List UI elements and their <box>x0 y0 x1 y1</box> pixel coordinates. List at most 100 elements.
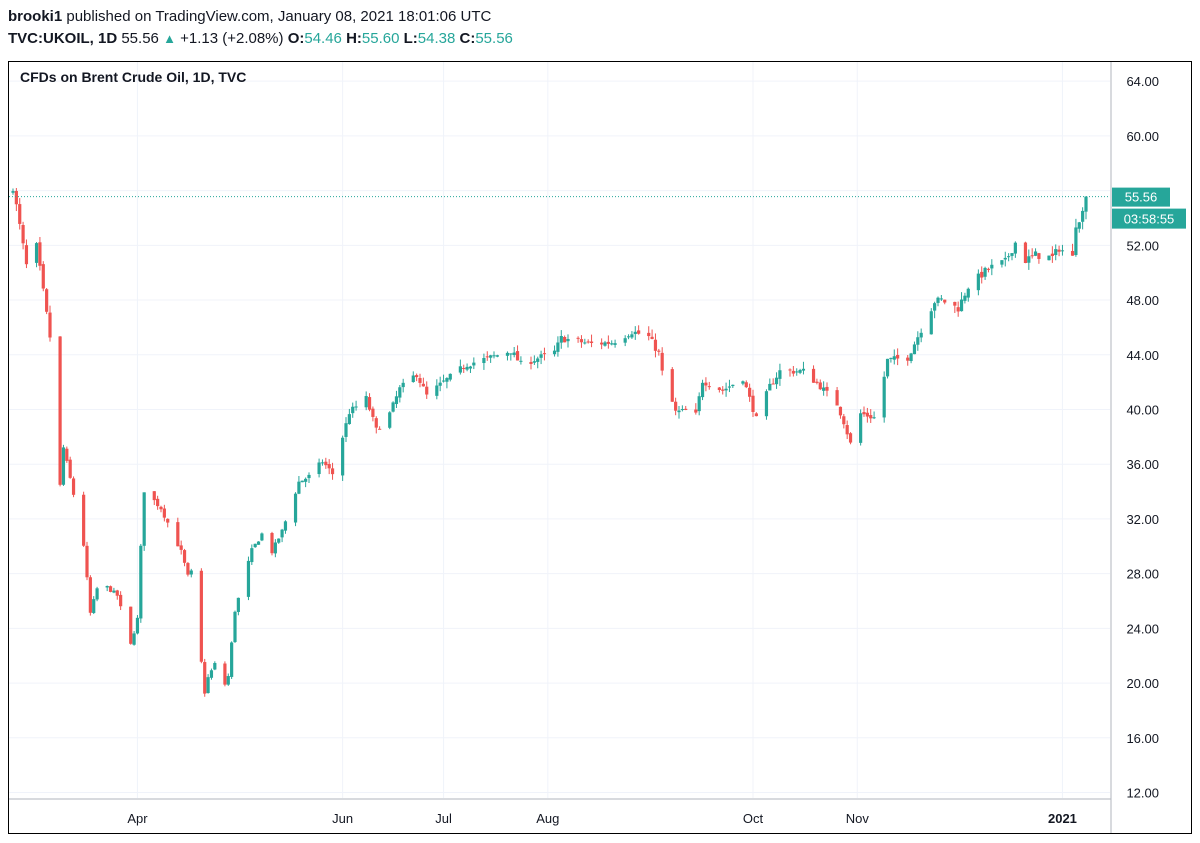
candle-body <box>280 529 284 538</box>
candle-body <box>835 390 839 406</box>
high-value: 55.60 <box>361 30 400 47</box>
candle-body <box>983 267 987 277</box>
up-triangle-icon: ▲ <box>163 31 176 46</box>
x-tick-label: 2021 <box>1048 811 1077 826</box>
last-price: 55.56 <box>121 30 159 47</box>
candle-body <box>112 590 116 593</box>
candle-body <box>778 370 782 379</box>
candle-body <box>34 243 39 263</box>
candle-body <box>552 350 557 355</box>
candle-body <box>815 381 819 383</box>
candle-body <box>929 311 933 335</box>
candle-body <box>300 480 304 483</box>
candle-body <box>1013 242 1017 254</box>
candle-body <box>1003 257 1007 260</box>
candle-body <box>344 423 348 437</box>
candle-body <box>166 518 170 523</box>
candle-body <box>744 382 748 388</box>
x-tick-label: Jul <box>435 811 452 826</box>
candle-body <box>717 387 721 390</box>
candle-body <box>374 418 378 428</box>
candle-body <box>818 382 822 390</box>
candle-body <box>253 543 257 548</box>
candle-body <box>519 360 523 362</box>
candle-body <box>378 428 382 430</box>
candle-body <box>529 361 533 364</box>
grid-lines <box>9 62 1110 798</box>
candle-body <box>206 677 210 693</box>
candle-body <box>159 506 163 510</box>
candle-body <box>371 408 375 417</box>
candle-body <box>415 375 419 378</box>
low-value: 54.38 <box>417 30 456 47</box>
candle-body <box>647 332 651 337</box>
candle-body <box>953 301 957 306</box>
candle-body <box>394 396 399 405</box>
candle-body <box>441 380 446 382</box>
candle-body <box>18 204 22 224</box>
candle-body <box>563 336 567 343</box>
candle-body <box>822 387 826 391</box>
published-text: published on TradingView.com, January 08… <box>66 8 492 25</box>
y-tick-label: 48.00 <box>1126 293 1159 308</box>
candle-body <box>980 271 984 278</box>
candle-body <box>213 662 217 670</box>
publish-line: brooki1 published on TradingView.com, Ja… <box>8 6 513 28</box>
candle-body <box>465 366 469 370</box>
candle-body <box>489 355 493 358</box>
candle-body <box>509 353 513 355</box>
candle-body <box>939 298 943 300</box>
candle-body <box>58 336 62 485</box>
candle-body <box>1084 196 1088 212</box>
candle-body <box>223 663 227 685</box>
candle-body <box>872 417 876 419</box>
candle-body <box>670 369 674 402</box>
low-label: L: <box>403 30 418 47</box>
candle-body <box>156 498 160 507</box>
close-value: 55.56 <box>475 30 513 47</box>
close-label: C: <box>459 30 476 47</box>
candle-body <box>1074 227 1078 255</box>
candle-body <box>657 350 661 352</box>
candle-body <box>132 633 136 645</box>
candle-body <box>152 491 156 501</box>
candle-body <box>936 297 940 303</box>
candle-body <box>24 245 29 265</box>
candle-body <box>179 545 183 550</box>
candle-body <box>724 388 728 391</box>
candle-body <box>320 462 325 464</box>
chart-header: brooki1 published on TradingView.com, Ja… <box>8 6 513 50</box>
candle-body <box>391 402 395 412</box>
candle-body <box>199 570 203 662</box>
candle-body <box>959 299 964 312</box>
candle-body <box>142 492 146 546</box>
candle-body <box>283 521 288 531</box>
candle-body <box>256 541 261 545</box>
candle-body <box>92 599 96 613</box>
y-tick-label: 28.00 <box>1126 567 1159 582</box>
candle-body <box>660 352 664 371</box>
candle-body <box>542 353 547 355</box>
candle-body <box>674 401 678 411</box>
countdown-badge <box>1112 208 1186 229</box>
candle-body <box>398 387 402 398</box>
publisher-name[interactable]: brooki1 <box>8 8 63 25</box>
candle-body <box>754 413 758 417</box>
candle-body <box>536 358 540 362</box>
candle-body <box>727 386 732 388</box>
candle-body <box>916 337 920 345</box>
candle-body <box>731 384 735 387</box>
candle-body <box>694 409 698 413</box>
candle-body <box>700 382 705 398</box>
candle-body <box>704 382 708 386</box>
y-tick-label: 44.00 <box>1126 348 1159 363</box>
candle-body <box>653 339 658 351</box>
candle-body <box>798 370 802 373</box>
candle-body <box>1047 255 1051 261</box>
x-tick-label: Oct <box>743 811 764 826</box>
candle-body <box>482 358 486 364</box>
candle-body <box>825 386 829 391</box>
candle-body <box>11 191 15 193</box>
candle-body <box>556 342 560 352</box>
